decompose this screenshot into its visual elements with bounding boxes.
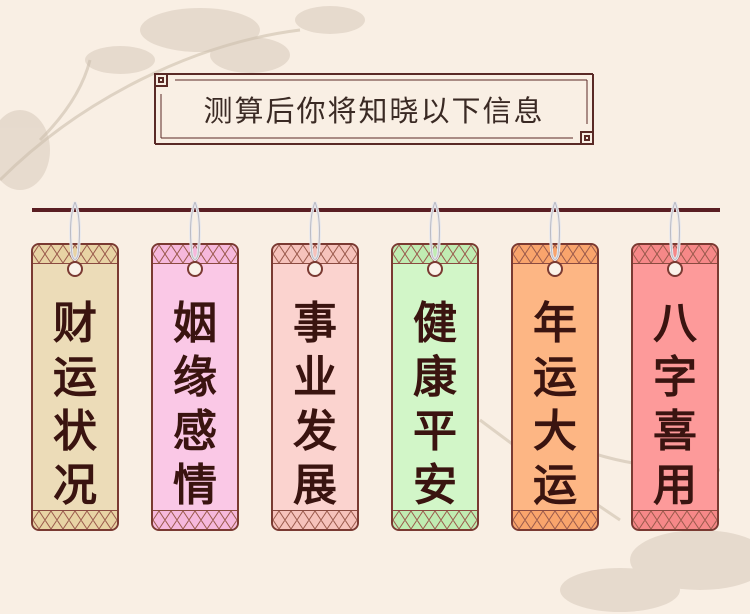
hanging-ring (309, 201, 321, 261)
title-frame: 测算后你将知晓以下信息 (153, 72, 595, 146)
hanging-ring (189, 201, 201, 261)
hanging-ring (429, 201, 441, 261)
tag-hole (547, 261, 563, 277)
hanging-rod (32, 208, 720, 212)
tag-label: 年 运 大 运 (533, 298, 577, 511)
tag-card-4[interactable]: 健 康 平 安 (391, 243, 479, 531)
hanging-ring (549, 201, 561, 261)
tag-band-bottom (273, 510, 357, 529)
hanging-ring (69, 201, 81, 261)
tag-label: 事 业 发 展 (293, 298, 337, 511)
hanging-ring (669, 201, 681, 261)
tag-band-bottom (393, 510, 477, 529)
tag-card-2[interactable]: 姻 缘 感 情 (151, 243, 239, 531)
tag-hole (427, 261, 443, 277)
tag-card-6[interactable]: 八 字 喜 用 (631, 243, 719, 531)
tag-label: 健 康 平 安 (413, 298, 457, 511)
tag-card-1[interactable]: 财 运 状 况 (31, 243, 119, 531)
tag-hole (307, 261, 323, 277)
tag-label: 财 运 状 况 (53, 298, 97, 511)
tag-band-bottom (33, 510, 117, 529)
tag-band-bottom (633, 510, 717, 529)
tag-card-3[interactable]: 事 业 发 展 (271, 243, 359, 531)
tag-band-bottom (153, 510, 237, 529)
tag-label: 八 字 喜 用 (653, 298, 697, 511)
tag-band-bottom (513, 510, 597, 529)
tag-hole (187, 261, 203, 277)
tag-hole (67, 261, 83, 277)
tag-hole (667, 261, 683, 277)
page-title: 测算后你将知晓以下信息 (203, 94, 545, 128)
tag-card-5[interactable]: 年 运 大 运 (511, 243, 599, 531)
title-frame-border (154, 73, 594, 145)
tag-label: 姻 缘 感 情 (173, 298, 217, 511)
